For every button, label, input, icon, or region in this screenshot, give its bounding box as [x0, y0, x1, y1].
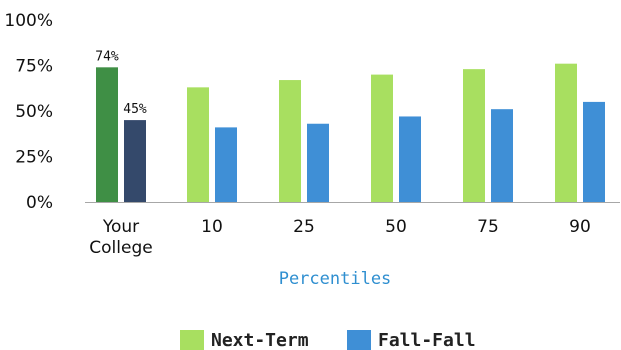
- x-tick-label: 50: [385, 217, 407, 237]
- data-label: 74%: [95, 49, 119, 64]
- y-tick-label: 0%: [26, 193, 53, 213]
- legend-swatch-next-term: [180, 330, 204, 350]
- bar-fall-fall-0: [124, 120, 146, 202]
- bar-next-term-3: [371, 74, 393, 202]
- legend-swatch-fall-fall: [347, 330, 371, 350]
- bar-fall-fall-5: [583, 101, 605, 202]
- bar-next-term-0: [96, 67, 118, 202]
- bar-fall-fall-4: [491, 109, 513, 202]
- x-tick-label: Your College: [89, 217, 152, 258]
- legend-label-next-term: Next-Term: [211, 330, 309, 350]
- bar-next-term-4: [463, 69, 485, 202]
- bar-next-term-2: [279, 80, 301, 202]
- bar-fall-fall-1: [215, 127, 237, 202]
- x-tick-label: 75: [477, 217, 499, 237]
- bar-next-term-5: [555, 63, 577, 203]
- x-tick-label: 10: [201, 217, 223, 237]
- y-tick-label: 50%: [15, 102, 53, 122]
- x-tick-label: 25: [293, 217, 315, 237]
- bar-fall-fall-3: [399, 116, 421, 202]
- y-tick-label: 100%: [4, 11, 53, 31]
- legend-label-fall-fall: Fall-Fall: [378, 330, 476, 350]
- x-axis-title: Percentiles: [279, 269, 392, 289]
- y-tick-label: 25%: [15, 148, 53, 168]
- x-tick-label: 90: [569, 217, 591, 237]
- y-tick-label: 75%: [15, 57, 53, 77]
- bar-next-term-1: [187, 87, 209, 202]
- data-label: 45%: [123, 102, 147, 117]
- bar-fall-fall-2: [307, 123, 329, 202]
